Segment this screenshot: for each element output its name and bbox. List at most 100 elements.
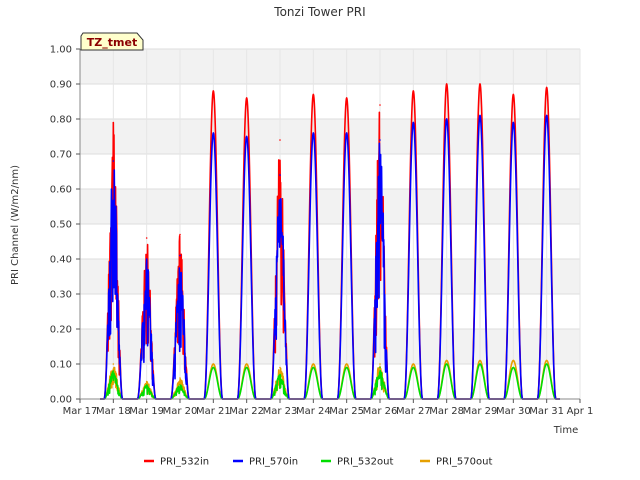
plot-band bbox=[80, 189, 580, 224]
data-point bbox=[379, 104, 381, 106]
data-point bbox=[479, 359, 481, 362]
data-point bbox=[445, 359, 448, 362]
data-point bbox=[279, 174, 281, 176]
x-tick-label: Mar 20 bbox=[163, 406, 198, 417]
data-point bbox=[345, 132, 348, 134]
y-tick-label: 0.20 bbox=[50, 325, 72, 336]
x-tick-label: Mar 27 bbox=[396, 406, 431, 417]
x-tick-label: Mar 17 bbox=[63, 406, 98, 417]
x-tick-label: Mar 29 bbox=[463, 406, 498, 417]
legend-label: PRI_532out bbox=[337, 457, 393, 468]
legend-label: PRI_570in bbox=[249, 457, 298, 468]
data-point bbox=[512, 121, 515, 124]
plot-band bbox=[80, 329, 580, 364]
data-point bbox=[512, 93, 515, 96]
y-ticks: 0.00 0.10 0.20 0.30 0.40 0.50 0.60 0.70 0.80 0.90… bbox=[50, 45, 80, 406]
tz-badge: TZ_tmet bbox=[80, 32, 144, 51]
data-point bbox=[112, 160, 115, 162]
data-point bbox=[145, 237, 148, 239]
data-point bbox=[479, 363, 481, 365]
data-point bbox=[245, 366, 248, 369]
data-point bbox=[312, 93, 315, 96]
data-point bbox=[412, 121, 415, 124]
y-tick-label: 0.00 bbox=[50, 395, 72, 406]
plot-band bbox=[80, 49, 580, 84]
legend: PRI_532in PRI_570in PRI_532out PRI_570out bbox=[144, 457, 492, 468]
x-axis-label: Time bbox=[553, 425, 578, 436]
data-point bbox=[245, 135, 248, 138]
data-point bbox=[545, 363, 548, 365]
legend-label: PRI_532in bbox=[160, 457, 209, 468]
x-tick-label: Apr 1 bbox=[567, 406, 594, 417]
data-point bbox=[545, 114, 548, 117]
data-point bbox=[379, 363, 381, 365]
x-tick-label: Mar 21 bbox=[196, 406, 231, 417]
data-point bbox=[512, 366, 515, 369]
plot-band bbox=[80, 259, 580, 294]
data-point bbox=[212, 363, 215, 365]
chart-title: Tonzi Tower PRI bbox=[273, 5, 365, 19]
data-point bbox=[312, 132, 315, 134]
y-tick-label: 0.30 bbox=[50, 290, 72, 301]
y-tick-label: 0.50 bbox=[50, 220, 72, 231]
y-tick-label: 0.90 bbox=[50, 80, 72, 91]
data-point bbox=[279, 373, 281, 376]
x-tick-label: Mar 23 bbox=[263, 406, 298, 417]
data-point bbox=[179, 233, 181, 236]
data-point bbox=[545, 359, 548, 362]
data-point bbox=[412, 90, 415, 92]
plot-band bbox=[80, 119, 580, 154]
data-point bbox=[212, 366, 215, 369]
x-tick-label: Mar 31 bbox=[529, 406, 564, 417]
data-point bbox=[179, 254, 181, 257]
tz-badge-shape bbox=[80, 32, 144, 51]
y-tick-label: 0.40 bbox=[50, 255, 72, 266]
tz-badge-text: TZ_tmet bbox=[87, 36, 137, 49]
data-point bbox=[345, 366, 348, 369]
x-tick-label: Mar 30 bbox=[496, 406, 531, 417]
data-point bbox=[112, 121, 115, 124]
data-point bbox=[145, 258, 148, 260]
data-point bbox=[212, 90, 215, 92]
x-tick-label: Mar 24 bbox=[296, 406, 331, 417]
x-tick-label: Mar 22 bbox=[229, 406, 264, 417]
x-tick-label: Mar 18 bbox=[96, 406, 131, 417]
x-tick-label: Mar 25 bbox=[329, 406, 364, 417]
data-point bbox=[145, 384, 148, 386]
data-point bbox=[479, 114, 481, 117]
data-point bbox=[312, 363, 315, 365]
data-point bbox=[279, 366, 281, 369]
data-point bbox=[412, 363, 415, 365]
data-point bbox=[345, 363, 348, 365]
data-point bbox=[445, 83, 448, 85]
legend-label: PRI_570out bbox=[436, 457, 492, 468]
y-axis-label: PRI Channel (W/m2/nm) bbox=[10, 165, 21, 285]
data-point bbox=[112, 370, 115, 372]
data-point bbox=[312, 366, 315, 369]
y-tick-label: 0.80 bbox=[50, 115, 72, 126]
x-tick-label: Mar 19 bbox=[129, 406, 164, 417]
data-point bbox=[245, 363, 248, 365]
data-point bbox=[145, 380, 148, 383]
x-tick-label: Mar 28 bbox=[429, 406, 464, 417]
data-point bbox=[512, 359, 515, 362]
data-point bbox=[545, 86, 548, 89]
data-point bbox=[479, 83, 481, 85]
data-point bbox=[345, 97, 348, 99]
data-point bbox=[445, 363, 448, 365]
data-point bbox=[379, 139, 381, 141]
data-point bbox=[379, 366, 381, 369]
x-tick-label: Mar 26 bbox=[363, 406, 398, 417]
data-point bbox=[179, 377, 181, 379]
data-point bbox=[445, 118, 448, 120]
data-point bbox=[412, 366, 415, 369]
data-point bbox=[279, 139, 281, 141]
y-tick-label: 0.60 bbox=[50, 185, 72, 196]
y-tick-label: 0.10 bbox=[50, 360, 72, 371]
y-tick-label: 1.00 bbox=[50, 45, 72, 56]
y-tick-label: 0.70 bbox=[50, 150, 72, 161]
data-point bbox=[179, 384, 181, 386]
data-point bbox=[212, 132, 215, 134]
